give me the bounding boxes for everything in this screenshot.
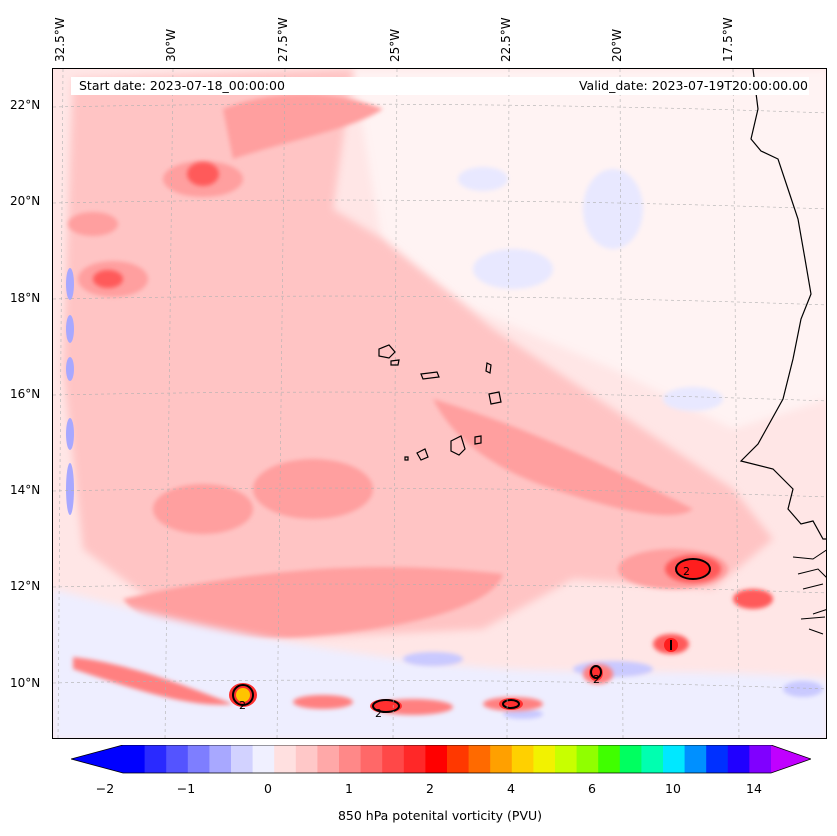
colorbar-cell [533, 745, 556, 773]
contour-label: 2 [683, 565, 690, 578]
colorbar-tick: −1 [176, 781, 196, 796]
lat-label: 20°N [10, 194, 41, 208]
colorbar-tick: 14 [746, 781, 762, 796]
colorbar-tick: 6 [588, 781, 596, 796]
colorbar-cell [447, 745, 470, 773]
colorbar-tick: 2 [426, 781, 434, 796]
colorbar-cell [187, 745, 210, 773]
lon-label: 20°W [610, 28, 624, 62]
colorbar-cell [123, 745, 146, 773]
colorbar-cell [403, 745, 426, 773]
colorbar-tick: −2 [95, 781, 115, 796]
colorbar-cell [490, 745, 513, 773]
lon-label: 25°W [388, 28, 402, 62]
date-strip [71, 77, 809, 95]
colorbar-cell [511, 745, 534, 773]
colorbar-cell [382, 745, 405, 773]
lat-label: 22°N [10, 98, 41, 112]
colorbar [71, 745, 811, 774]
contour-label: 2 [593, 673, 600, 686]
colorbar-cell [727, 745, 750, 773]
colorbar-tick: 10 [665, 781, 681, 796]
contour-label: 2 [375, 707, 382, 720]
colorbar-cell [706, 745, 729, 773]
colorbar-cell [209, 745, 232, 773]
colorbar-min-arrow [71, 745, 123, 773]
colorbar-tick: 1 [345, 781, 353, 796]
colorbar-tick: 4 [507, 781, 515, 796]
colorbar-cell [339, 745, 362, 773]
contour-label: 2 [239, 699, 246, 712]
map-area[interactable]: 2 2 2 2 [52, 68, 827, 739]
valid-date-label: Valid_date: 2023-07-19T20:00:00.00 [578, 78, 808, 93]
colorbar-tick: 0 [264, 781, 272, 796]
start-date-label: Start date: 2023-07-18_00:00:00 [79, 78, 285, 93]
colorbar-cell [144, 745, 167, 773]
lat-label: 14°N [10, 483, 41, 497]
lat-label: 10°N [10, 676, 41, 690]
colorbar-cell [252, 745, 275, 773]
lat-label: 12°N [10, 579, 41, 593]
colorbar-cell [641, 745, 664, 773]
colorbar-cell [576, 745, 599, 773]
colorbar-label: 850 hPa potenital vorticity (PVU) [337, 808, 543, 823]
lat-label: 16°N [10, 387, 41, 401]
colorbar-max-arrow [771, 745, 811, 773]
lon-label: 27.5°W [276, 17, 290, 62]
colorbar-cell [295, 745, 318, 773]
lat-label: 18°N [10, 291, 41, 305]
colorbar-cell [598, 745, 621, 773]
colorbar-cell [231, 745, 254, 773]
colorbar-cell [274, 745, 297, 773]
colorbar-cell [749, 745, 772, 773]
colorbar-cell [425, 745, 448, 773]
colorbar-cell [166, 745, 189, 773]
colorbar-cell [555, 745, 578, 773]
lon-label: 30°W [164, 28, 178, 62]
lon-label: 32.5°W [53, 17, 67, 62]
potential-vorticity-field: 2 2 2 2 [53, 69, 826, 738]
lon-label: 22.5°W [499, 17, 513, 62]
colorbar-cell [360, 745, 383, 773]
colorbar-cell [684, 745, 707, 773]
colorbar-cell [619, 745, 642, 773]
lon-label: 17.5°W [721, 17, 735, 62]
colorbar-cell [468, 745, 491, 773]
colorbar-cell [317, 745, 340, 773]
colorbar-cell [663, 745, 686, 773]
